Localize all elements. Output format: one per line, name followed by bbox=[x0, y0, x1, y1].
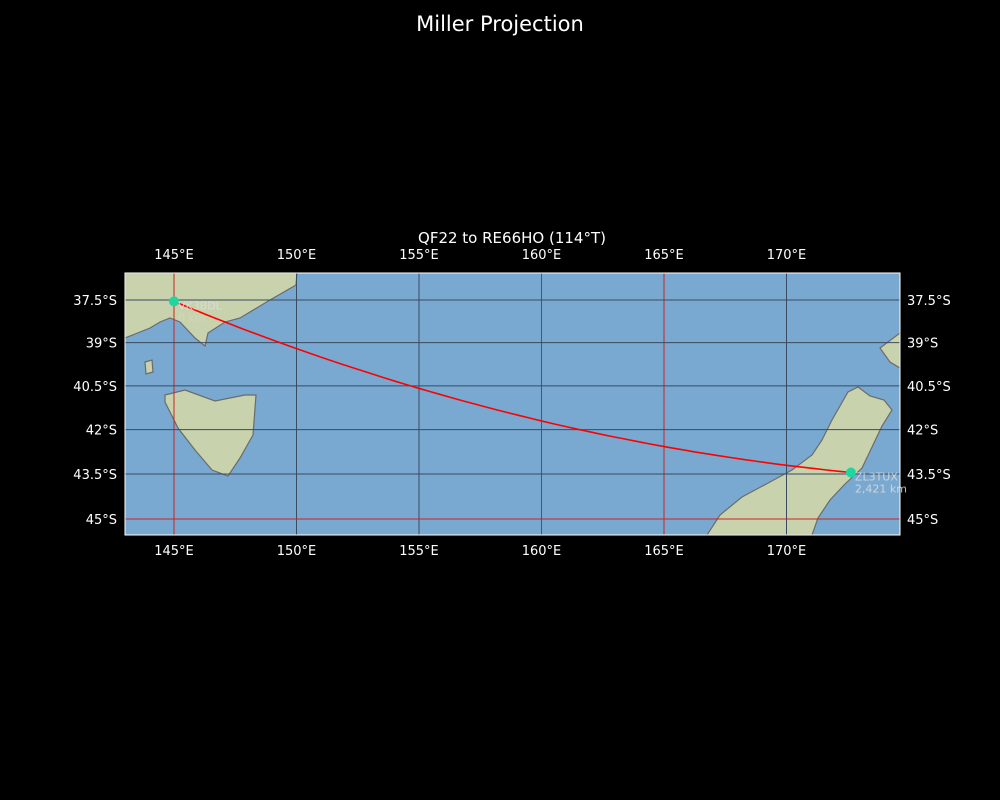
top-lon-label: 150°E bbox=[277, 248, 317, 263]
victoria-land bbox=[125, 273, 298, 348]
bottom-lon-label: 150°E bbox=[277, 544, 317, 559]
king-island-land bbox=[144, 359, 154, 375]
south-island-land bbox=[706, 386, 893, 535]
bottom-lon-label: 145°E bbox=[154, 544, 194, 559]
station-marker[interactable] bbox=[845, 467, 856, 478]
left-lat-label: 40.5°S bbox=[73, 380, 117, 395]
tasmania-land bbox=[164, 389, 257, 477]
map-subtitle: QF22 to RE66HO (114°T) bbox=[418, 229, 606, 247]
top-lon-label: 170°E bbox=[767, 248, 807, 263]
station-distance: 2,421 km bbox=[855, 482, 907, 495]
left-lat-label: 45°S bbox=[86, 513, 117, 528]
station-callsign: VK3BDL bbox=[178, 299, 223, 312]
right-lat-label: 43.5°S bbox=[907, 468, 951, 483]
right-lat-label: 40.5°S bbox=[907, 380, 951, 395]
top-lon-label: 155°E bbox=[399, 248, 439, 263]
left-lat-label: 37.5°S bbox=[73, 294, 117, 309]
left-lat-label: 43.5°S bbox=[73, 468, 117, 483]
great-circle-path bbox=[173, 300, 851, 474]
right-lat-label: 45°S bbox=[907, 513, 938, 528]
right-lat-label: 42°S bbox=[907, 424, 938, 439]
north-island-tip-land bbox=[879, 332, 900, 369]
station-marker[interactable] bbox=[169, 296, 179, 307]
map-title: Miller Projection bbox=[416, 12, 584, 36]
top-lon-label: 165°E bbox=[644, 248, 684, 263]
bottom-lon-label: 170°E bbox=[767, 544, 807, 559]
left-lat-label: 39°S bbox=[86, 337, 117, 352]
right-lat-label: 37.5°S bbox=[907, 294, 951, 309]
map-area bbox=[125, 273, 900, 535]
bottom-lon-label: 160°E bbox=[522, 544, 562, 559]
top-lon-label: 145°E bbox=[154, 248, 194, 263]
bottom-lon-label: 165°E bbox=[644, 544, 684, 559]
map-frame bbox=[124, 272, 901, 536]
right-lat-label: 39°S bbox=[907, 337, 938, 352]
bottom-lon-label: 155°E bbox=[399, 544, 439, 559]
left-lat-label: 42°S bbox=[86, 424, 117, 439]
station-callsign: ZL3TUX bbox=[855, 470, 898, 483]
top-lon-label: 160°E bbox=[522, 248, 562, 263]
station-distance: 0 km bbox=[178, 311, 206, 324]
